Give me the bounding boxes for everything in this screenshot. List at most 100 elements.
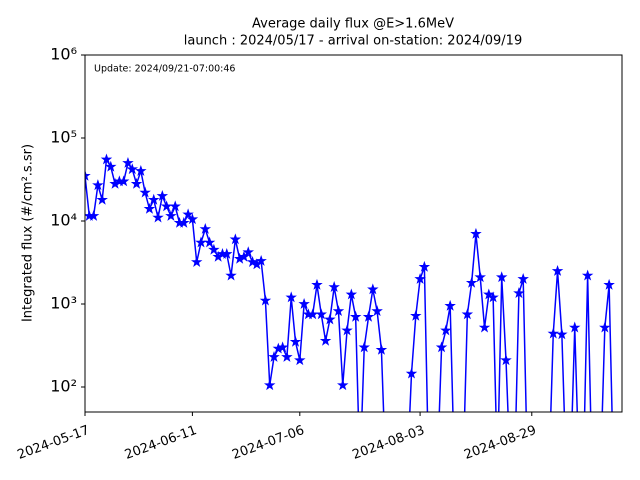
data-point	[203, 236, 216, 248]
data-point	[337, 379, 349, 391]
data-point	[470, 227, 482, 239]
data-point	[306, 308, 319, 320]
data-point	[130, 177, 143, 189]
x-tick-label: 2024-05-17	[15, 423, 91, 463]
data-point	[523, 468, 532, 476]
data-point	[186, 213, 199, 225]
y-tick-label: 10³	[50, 294, 77, 313]
data-point	[556, 328, 568, 340]
x-tick-label: 2024-08-03	[351, 423, 427, 463]
data-point	[152, 211, 164, 223]
data-point	[375, 343, 388, 355]
data-point	[513, 287, 525, 299]
data-point	[208, 243, 220, 255]
y-tick-label: 10⁵	[50, 128, 77, 147]
y-tick-label: 10⁶	[50, 45, 77, 64]
chart-subtitle: launch : 2024/05/17 - arrival on-station…	[184, 34, 522, 49]
data-point	[319, 334, 332, 346]
data-point	[433, 468, 442, 476]
data-point	[105, 160, 117, 172]
data-point	[165, 209, 177, 221]
data-point	[246, 256, 259, 267]
data-point	[285, 291, 297, 303]
data-point	[588, 468, 597, 476]
data-point	[324, 313, 336, 325]
data-point	[581, 269, 594, 281]
x-tick-label: 2024-07-06	[230, 423, 306, 463]
data-point	[263, 379, 276, 391]
data-point	[195, 236, 207, 248]
data-point	[311, 278, 323, 290]
data-point	[510, 468, 519, 476]
chart-title: Average daily flux @E>1.6MeV	[252, 17, 454, 32]
data-point	[493, 468, 502, 476]
data-point	[156, 190, 169, 201]
data-point	[100, 153, 113, 165]
data-point	[349, 310, 362, 322]
data-point	[242, 246, 254, 258]
data-point	[403, 468, 412, 476]
data-point	[117, 175, 130, 187]
data-point	[122, 156, 134, 168]
data-point	[495, 271, 508, 283]
data-point	[596, 468, 605, 476]
data-point	[440, 324, 452, 336]
data-point	[562, 468, 571, 476]
data-point	[444, 299, 456, 311]
data-point	[405, 367, 418, 379]
data-point	[487, 291, 499, 303]
data-point	[87, 209, 100, 221]
data-point	[579, 468, 588, 476]
data-point	[268, 350, 280, 362]
y-tick-label: 10²	[50, 377, 77, 396]
data-point	[599, 321, 611, 333]
axes-frame	[84, 54, 623, 413]
y-axis-label: Integrated flux (#/cm².s.sr)	[21, 144, 36, 322]
data-point	[229, 233, 242, 245]
data-point	[259, 294, 272, 306]
data-point	[371, 305, 383, 317]
data-point	[221, 248, 233, 259]
data-point	[517, 272, 529, 284]
data-point	[414, 272, 426, 284]
data-point	[315, 308, 328, 320]
data-point	[143, 202, 156, 214]
data-point	[575, 468, 584, 476]
data-point	[547, 327, 559, 339]
data-point	[545, 468, 554, 476]
data-point	[281, 350, 293, 362]
data-point	[418, 260, 431, 272]
data-point	[135, 165, 147, 176]
data-point	[148, 193, 160, 205]
data-point	[294, 354, 306, 366]
data-point	[478, 321, 491, 333]
data-point	[609, 468, 618, 476]
data-point	[506, 468, 515, 476]
data-point	[410, 309, 422, 321]
data-point	[126, 163, 138, 175]
data-point	[474, 271, 486, 283]
y-tick-label: 10⁴	[50, 211, 77, 230]
data-point	[85, 169, 91, 181]
data-point	[169, 200, 181, 212]
data-point	[362, 310, 375, 322]
data-point	[435, 341, 448, 353]
data-point	[276, 341, 289, 353]
data-point	[328, 281, 340, 292]
data-point	[566, 468, 575, 476]
data-point	[289, 335, 302, 347]
data-point	[367, 283, 379, 295]
data-point	[178, 216, 190, 228]
data-point	[199, 223, 212, 234]
data-point	[182, 208, 194, 220]
data-point	[139, 186, 151, 198]
data-point	[92, 179, 104, 191]
data-point	[190, 256, 203, 267]
data-point	[569, 321, 581, 333]
data-point	[450, 468, 459, 476]
data-point	[298, 297, 310, 309]
data-point	[160, 200, 173, 212]
data-point	[500, 354, 512, 366]
data-point	[358, 341, 370, 353]
plot-area	[85, 153, 618, 476]
